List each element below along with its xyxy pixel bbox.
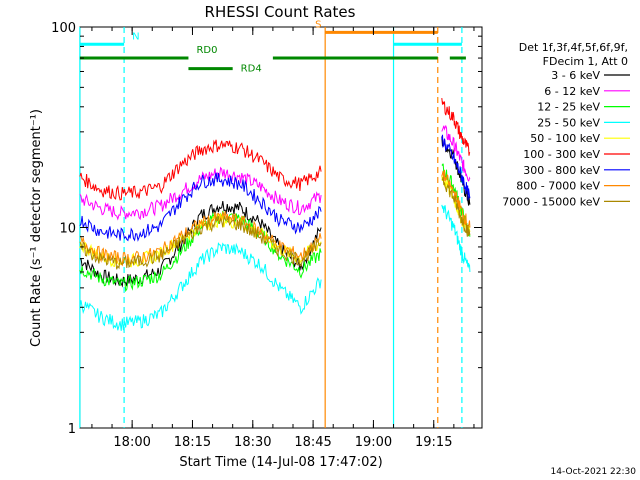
series-lines	[79, 98, 471, 331]
legend-label-2: 12 - 25 keV	[537, 101, 600, 114]
legend-header-line-2: FDecim 1, Att 0	[543, 55, 628, 68]
x-tick-label-5: 19:15	[415, 435, 452, 450]
bar-label-n: N	[132, 31, 139, 42]
series-line-1-part-0	[79, 166, 322, 221]
bar-label-rd0: RD0	[196, 45, 217, 56]
x-tick-label-2: 18:30	[234, 435, 271, 450]
x-tick-label-0: 18:00	[113, 435, 150, 450]
y-axis: 1 10 100	[51, 21, 482, 437]
legend: Det 1f,3f,4f,5f,6f,9f, FDecim 1, Att 0 3…	[502, 41, 630, 208]
bar-label-s: S	[315, 19, 321, 30]
timestamp: 14-Oct-2021 22:30	[551, 467, 637, 477]
y-tick-label-2: 100	[51, 21, 76, 36]
x-axis-label: Start Time (14-Jul-08 17:47:02)	[179, 455, 382, 470]
x-tick-label-1: 18:15	[174, 435, 211, 450]
legend-header-line-1: Det 1f,3f,4f,5f,6f,9f,	[519, 41, 628, 54]
legend-label-8: 7000 - 15000 keV	[502, 195, 600, 208]
legend-label-4: 50 - 100 keV	[530, 132, 600, 145]
series-line-6-part-0	[79, 172, 322, 242]
bar-label-rd4: RD4	[241, 64, 262, 75]
series-line-0-part-0	[79, 201, 322, 288]
y-tick-label-1: 10	[59, 222, 76, 237]
legend-label-5: 100 - 300 keV	[523, 148, 600, 161]
x-tick-label-4: 19:00	[355, 435, 392, 450]
legend-label-6: 300 - 800 keV	[523, 164, 600, 177]
series-line-8-part-1	[441, 176, 471, 237]
series-line-3-part-0	[79, 242, 322, 331]
vertical-markers	[79, 27, 463, 428]
plot-frame	[79, 26, 483, 429]
y-axis-label: Count Rate (s⁻¹ detector segment⁻¹)	[29, 109, 44, 347]
y-tick-label-0: 1	[68, 422, 76, 437]
chart-title: RHESSI Count Rates	[205, 3, 356, 21]
series-line-6-part-1	[441, 134, 471, 201]
series-line-1-part-1	[441, 124, 471, 182]
series-line-8-part-0	[79, 215, 322, 270]
attenuator-bars: N RD0 RD4 S	[79, 19, 466, 75]
x-tick-label-3: 18:45	[294, 435, 331, 450]
legend-label-1: 6 - 12 keV	[544, 85, 600, 98]
series-line-4-part-0	[79, 213, 322, 268]
series-line-5-part-1	[441, 98, 471, 156]
series-line-3-part-1	[441, 204, 471, 273]
x-axis: 18:00 18:15 18:30 18:45 19:00 19:15	[91, 27, 475, 450]
series-line-5-part-0	[79, 139, 322, 201]
legend-label-3: 25 - 50 keV	[537, 116, 600, 129]
legend-label-7: 800 - 7000 keV	[516, 180, 600, 193]
legend-label-0: 3 - 6 keV	[551, 69, 600, 82]
